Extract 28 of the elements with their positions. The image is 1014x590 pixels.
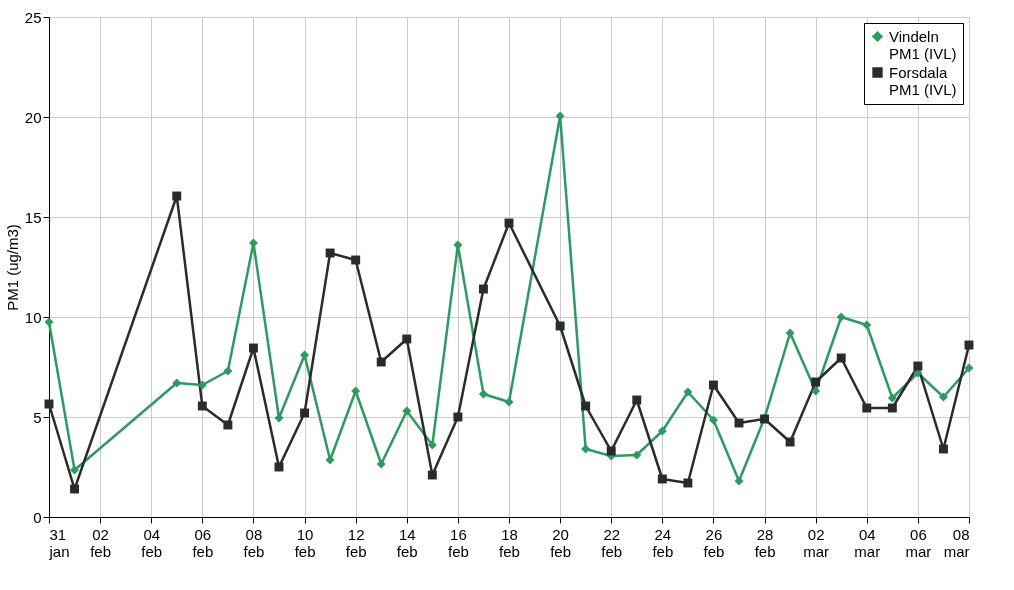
x-tick-label: 08 mar — [943, 525, 970, 560]
x-tick-label: 14 feb — [396, 525, 418, 560]
y-tick-label: 20 — [24, 108, 42, 126]
x-tick-label: 12 feb — [345, 525, 367, 560]
x-tick-label: 08 feb — [243, 525, 265, 560]
x-tick-label: 22 feb — [601, 525, 623, 560]
legend-label: Vindeln PM1 (IVL) — [889, 27, 957, 62]
x-tick-label: 02 mar — [803, 525, 830, 560]
x-tick-label: 02 feb — [90, 525, 112, 560]
y-tick-label: 10 — [24, 308, 42, 326]
y-tick-label: 25 — [24, 8, 42, 26]
y-axis-title: PM1 (ug/m3) — [3, 224, 21, 311]
y-tick-label: 0 — [33, 508, 42, 526]
x-tick-label: 26 feb — [703, 525, 725, 560]
x-tick-label: 06 mar — [905, 525, 932, 560]
x-tick-label: 04 mar — [854, 525, 881, 560]
legend-label: Forsdala PM1 (IVL) — [889, 63, 957, 98]
x-tick-label: 04 feb — [141, 525, 163, 560]
x-tick-label: 24 feb — [652, 525, 674, 560]
y-tick-label: 5 — [33, 408, 42, 426]
x-tick-label: 20 feb — [550, 525, 572, 560]
x-tick-label: 28 feb — [754, 525, 776, 560]
x-tick-label: 18 feb — [499, 525, 520, 560]
x-tick-label: 06 feb — [192, 525, 214, 560]
x-tick-label: 31 jan — [48, 525, 70, 560]
x-tick-label: 16 feb — [447, 525, 469, 560]
y-tick-label: 15 — [24, 208, 42, 226]
x-tick-label: 10 feb — [294, 525, 316, 560]
